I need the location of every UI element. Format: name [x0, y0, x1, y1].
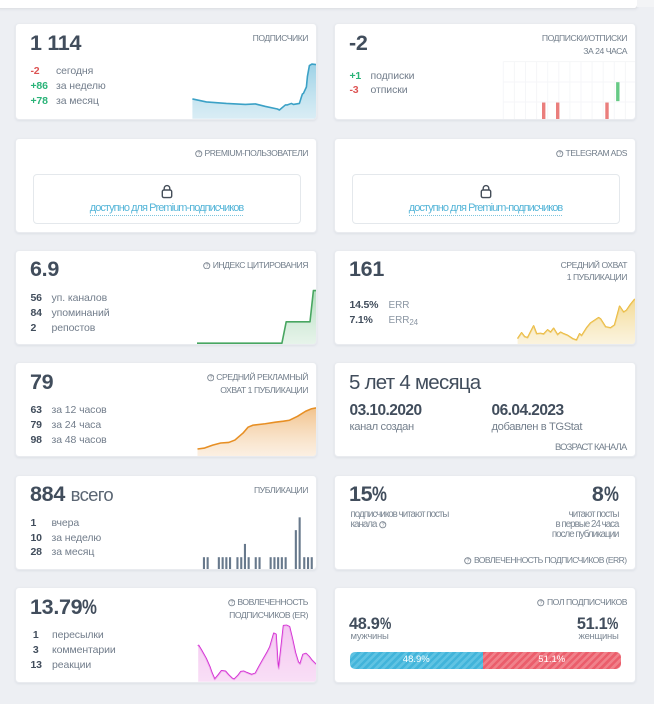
svg-text:?: ? [197, 151, 200, 157]
svg-text:?: ? [382, 523, 385, 529]
svg-text:?: ? [209, 376, 212, 382]
svg-text:?: ? [467, 559, 470, 565]
svg-text:?: ? [230, 601, 233, 607]
svg-text:?: ? [540, 601, 543, 607]
svg-text:?: ? [206, 263, 209, 269]
svg-text:?: ? [558, 151, 561, 157]
